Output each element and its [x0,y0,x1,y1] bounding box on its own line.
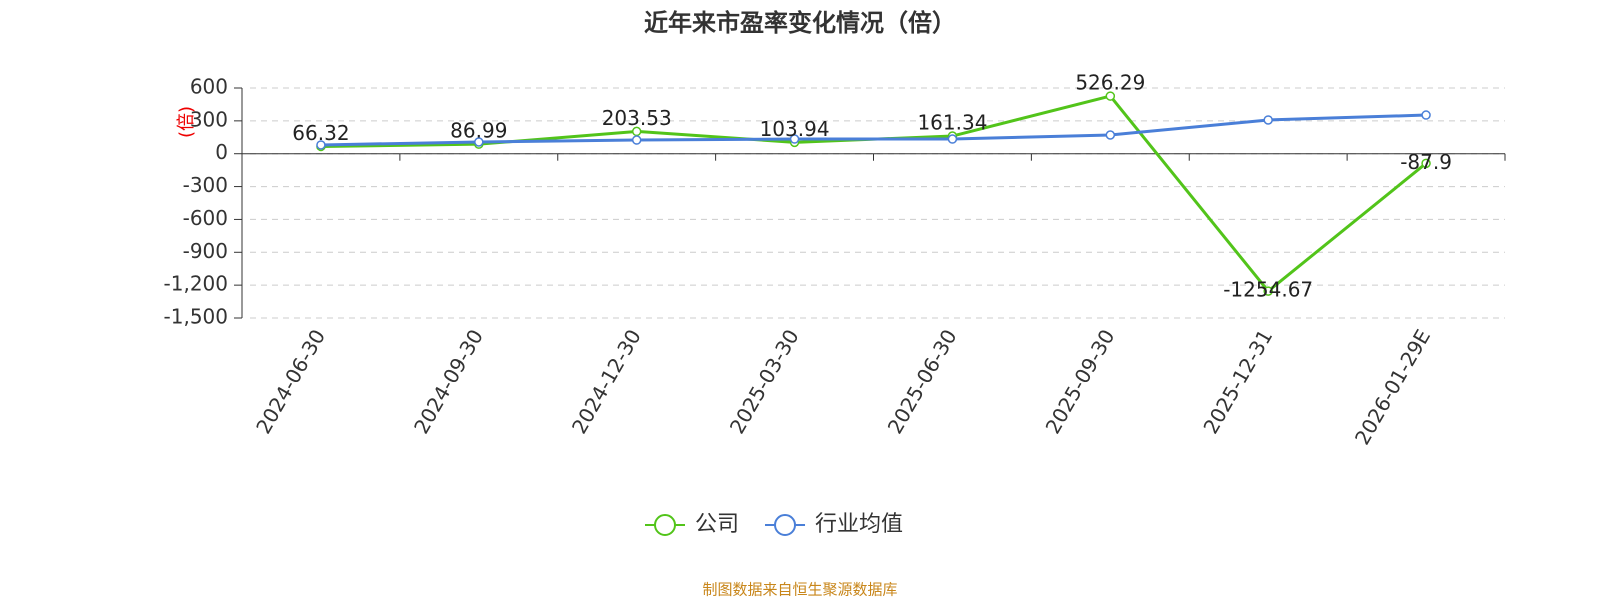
legend: 公司 行业均值 [645,512,903,537]
chart-title: 近年来市盈率变化情况（倍） [644,9,956,37]
data-label: -1254.67 [1223,278,1313,302]
data-label: 66.32 [292,121,349,145]
x-tick-label: 2024-09-30 [409,325,488,438]
legend-marker [654,514,676,536]
legend-marker [774,514,797,536]
data-label: 161.34 [917,111,987,135]
y-tick-label: 300 [190,107,228,131]
data-label: 203.53 [602,106,672,130]
data-point [1421,158,1431,169]
y-tick-label: -300 [183,173,228,197]
data-point [1105,130,1116,140]
y-tick-label: 0 [215,140,228,164]
y-tick-label: -900 [183,239,228,263]
x-tick-label: 2025-03-30 [725,325,804,438]
data-point [789,134,800,144]
source-note: 制图数据来自恒生聚源数据库 [702,581,897,599]
data-point [1105,91,1116,101]
x-tick-label: 2025-09-30 [1041,325,1120,438]
series-line [320,113,1427,147]
data-point [1263,115,1273,125]
legend-label: 公司 [695,512,739,537]
legend-item[interactable]: 公司 [645,512,739,537]
data-point [631,135,642,145]
data-point [316,140,326,150]
data-label: -87.9 [1400,150,1452,174]
data-point [947,134,958,144]
data-label: 86.99 [450,119,507,143]
y-tick-label: 600 [190,75,228,99]
data-label: 103.94 [760,117,830,141]
y-tick-label: -600 [183,206,228,230]
data-point [1421,110,1431,120]
x-tick-label: 2025-06-30 [883,325,962,438]
y-tick-label: -1,200 [164,272,228,296]
x-tick-label: 2026-01-29E [1350,325,1435,449]
data-label: 526.29 [1075,71,1145,95]
y-tick-label: -1,500 [164,305,228,329]
legend-label: 行业均值 [815,512,903,537]
x-tick-label: 2024-06-30 [251,325,330,438]
data-point [1263,286,1273,296]
data-point [474,137,484,147]
y-axis-label: (倍) [176,106,197,138]
x-tick-label: 2024-12-30 [567,325,646,438]
legend-item[interactable]: 行业均值 [765,512,903,537]
x-tick-label: 2025-12-31 [1198,325,1277,438]
